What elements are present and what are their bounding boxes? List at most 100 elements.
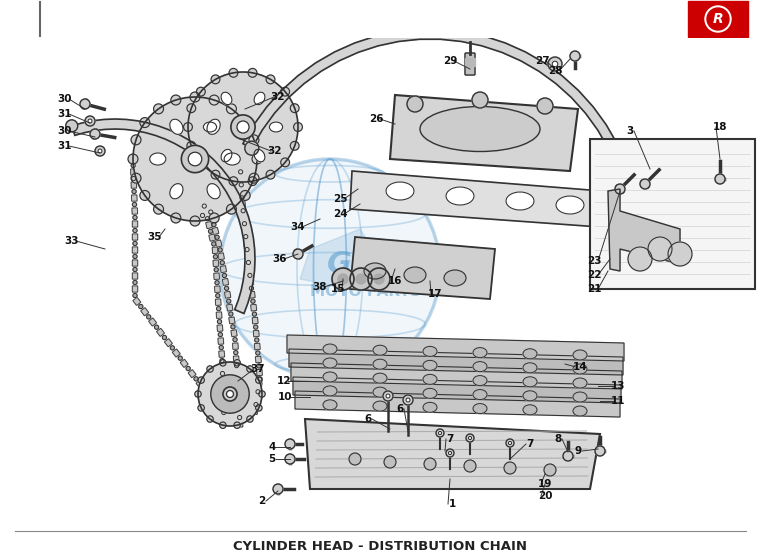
Circle shape [436,429,444,437]
Circle shape [215,235,219,239]
Text: R: R [713,12,723,26]
Circle shape [200,214,205,217]
Circle shape [234,350,238,355]
Circle shape [211,170,220,179]
Circle shape [368,268,390,290]
Text: 17: 17 [428,289,442,299]
Circle shape [170,346,174,350]
FancyBboxPatch shape [253,330,260,337]
Circle shape [98,149,102,153]
Text: MOTO PARTS: MOTO PARTS [310,283,421,299]
Text: 32: 32 [271,92,285,102]
Text: 12: 12 [277,376,291,386]
Ellipse shape [473,348,487,358]
FancyBboxPatch shape [205,221,212,229]
Text: 1: 1 [448,499,456,509]
Ellipse shape [404,267,426,283]
Text: 13: 13 [611,381,626,391]
Circle shape [131,163,135,168]
Polygon shape [305,419,600,489]
Text: CYLINDER HEAD - DISTRIBUTION CHAIN: CYLINDER HEAD - DISTRIBUTION CHAIN [233,539,527,552]
Circle shape [219,345,223,349]
Circle shape [628,247,652,271]
Ellipse shape [473,404,487,414]
Circle shape [95,146,105,156]
Circle shape [215,281,219,285]
Ellipse shape [423,347,437,357]
Circle shape [252,154,262,164]
FancyBboxPatch shape [196,380,204,388]
Circle shape [188,72,298,182]
FancyBboxPatch shape [219,351,224,357]
Circle shape [220,359,226,366]
Circle shape [233,338,237,342]
Circle shape [255,338,259,342]
Text: 21: 21 [587,284,601,294]
Ellipse shape [203,122,217,132]
Text: 5: 5 [269,454,275,464]
FancyBboxPatch shape [247,278,253,285]
Circle shape [253,312,256,316]
Text: 30: 30 [58,126,72,136]
FancyBboxPatch shape [224,291,231,298]
Circle shape [221,410,226,415]
Polygon shape [350,237,495,299]
FancyBboxPatch shape [212,228,218,235]
FancyBboxPatch shape [234,369,240,375]
Circle shape [181,145,209,173]
Circle shape [247,366,253,372]
Ellipse shape [423,375,437,385]
Circle shape [229,312,233,316]
Polygon shape [295,391,620,417]
Ellipse shape [573,350,587,360]
Ellipse shape [573,406,587,416]
Circle shape [132,202,137,207]
Ellipse shape [221,149,232,162]
Circle shape [248,68,257,77]
Circle shape [194,377,198,381]
Circle shape [154,204,164,214]
Ellipse shape [323,358,337,368]
Text: 27: 27 [535,56,549,66]
FancyBboxPatch shape [220,266,227,273]
Circle shape [133,281,137,285]
Text: 38: 38 [313,282,327,292]
Ellipse shape [207,183,220,199]
Circle shape [209,229,212,234]
FancyBboxPatch shape [132,234,138,240]
Ellipse shape [323,386,337,396]
Circle shape [209,213,219,223]
Ellipse shape [386,182,414,200]
Circle shape [85,116,95,126]
Text: 26: 26 [369,114,384,124]
Text: 33: 33 [65,236,79,246]
FancyBboxPatch shape [252,408,258,414]
Circle shape [162,335,167,340]
Circle shape [248,177,257,186]
Circle shape [240,117,250,127]
Circle shape [229,68,238,77]
Circle shape [256,351,260,355]
Circle shape [222,273,227,278]
Ellipse shape [423,361,437,371]
Ellipse shape [420,107,540,151]
Circle shape [139,305,143,309]
Circle shape [187,104,196,112]
FancyBboxPatch shape [254,343,260,350]
Circle shape [648,237,672,261]
Circle shape [249,135,259,145]
FancyBboxPatch shape [245,253,250,259]
Circle shape [132,190,136,193]
FancyBboxPatch shape [202,209,209,216]
Ellipse shape [170,119,183,134]
Circle shape [290,104,299,112]
Circle shape [356,274,366,284]
Circle shape [205,216,209,221]
Text: 32: 32 [268,146,282,156]
Ellipse shape [323,344,337,354]
Circle shape [133,215,137,220]
Text: 9: 9 [575,446,581,456]
Ellipse shape [323,372,337,382]
Circle shape [190,92,200,102]
FancyBboxPatch shape [214,273,219,280]
